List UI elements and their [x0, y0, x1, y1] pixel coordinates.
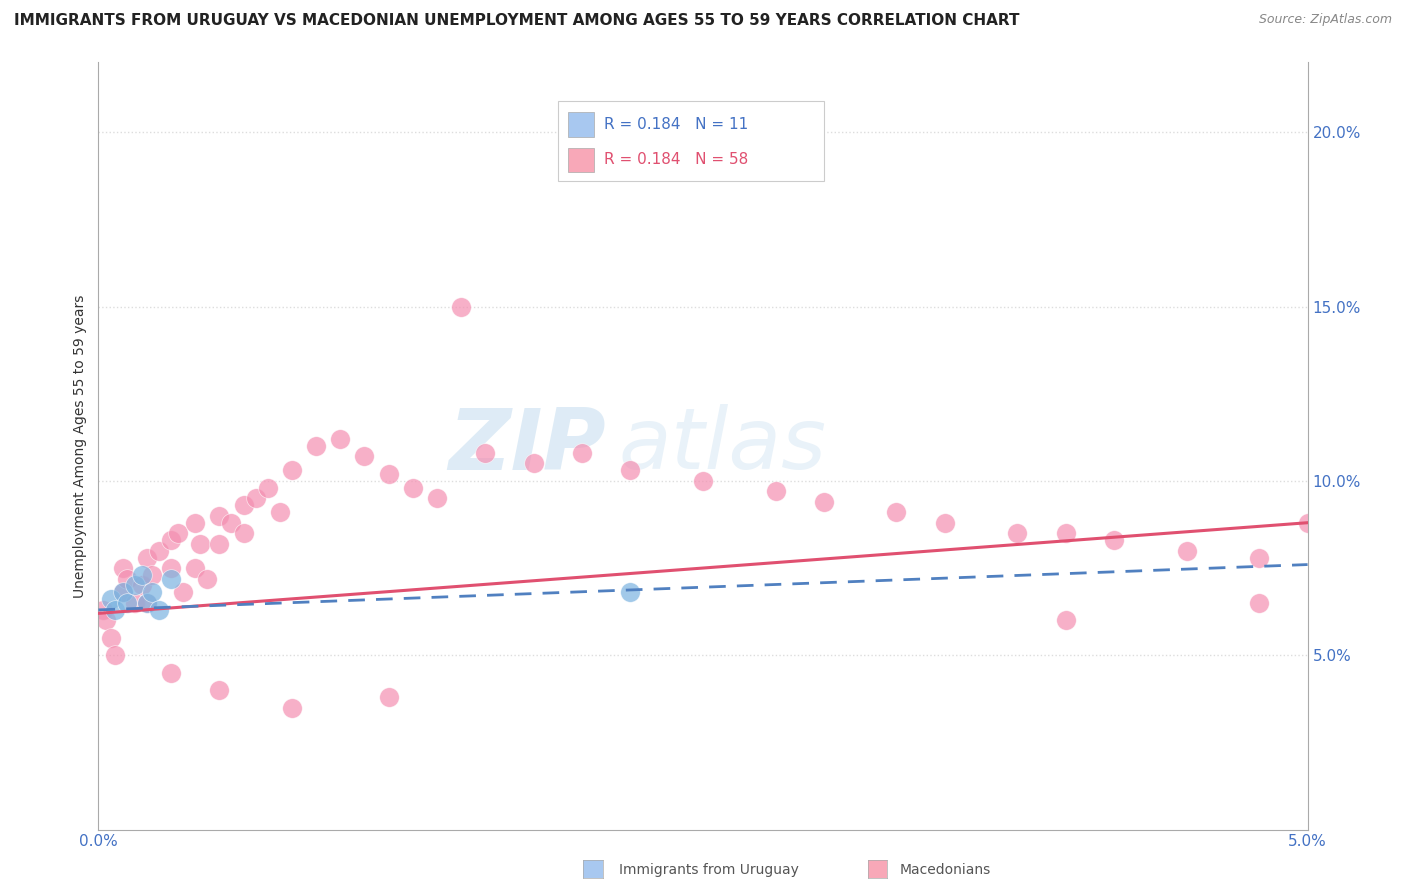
Point: [765, 484, 787, 499]
Point: [1296, 516, 1319, 530]
Point: [619, 463, 641, 477]
Point: [148, 603, 170, 617]
Point: [245, 491, 267, 506]
Point: [100, 592, 122, 607]
Point: [426, 491, 449, 506]
Point: [329, 432, 352, 446]
Point: [131, 578, 153, 592]
Point: [117, 596, 139, 610]
Point: [135, 550, 157, 565]
Text: Macedonians: Macedonians: [900, 863, 991, 877]
Point: [124, 596, 146, 610]
Point: [208, 508, 231, 523]
Point: [813, 495, 835, 509]
Text: IMMIGRANTS FROM URUGUAY VS MACEDONIAN UNEMPLOYMENT AMONG AGES 55 TO 59 YEARS COR: IMMIGRANTS FROM URUGUAY VS MACEDONIAN UN…: [14, 13, 1019, 29]
FancyBboxPatch shape: [558, 101, 824, 181]
Point: [1054, 526, 1077, 541]
Point: [208, 536, 231, 550]
Point: [104, 648, 127, 663]
Point: [571, 446, 593, 460]
Point: [104, 603, 127, 617]
Text: ZIP: ZIP: [449, 404, 606, 488]
Text: atlas: atlas: [619, 404, 827, 488]
Point: [111, 585, 134, 599]
Point: [474, 446, 496, 460]
Point: [402, 481, 425, 495]
Point: [131, 568, 153, 582]
Point: [305, 439, 328, 453]
Point: [692, 474, 714, 488]
Point: [934, 516, 956, 530]
Y-axis label: Unemployment Among Ages 55 to 59 years: Unemployment Among Ages 55 to 59 years: [73, 294, 87, 598]
Point: [523, 457, 546, 471]
Point: [281, 700, 304, 714]
Point: [1054, 613, 1077, 627]
Point: [111, 561, 134, 575]
Point: [619, 585, 641, 599]
Point: [184, 516, 207, 530]
Point: [221, 516, 243, 530]
Bar: [568, 112, 595, 136]
Text: Immigrants from Uruguay: Immigrants from Uruguay: [619, 863, 799, 877]
Text: R = 0.184   N = 58: R = 0.184 N = 58: [603, 153, 748, 168]
Point: [135, 596, 157, 610]
Point: [111, 585, 134, 599]
Point: [208, 683, 231, 698]
Point: [172, 585, 194, 599]
Point: [184, 561, 207, 575]
Point: [124, 578, 146, 592]
Point: [94, 613, 117, 627]
Point: [100, 631, 122, 645]
Point: [160, 665, 183, 680]
Point: [195, 572, 218, 586]
Point: [377, 690, 399, 704]
Point: [148, 543, 170, 558]
Point: [1249, 550, 1271, 565]
Point: [269, 505, 291, 519]
Point: [1175, 543, 1198, 558]
Point: [1102, 533, 1125, 548]
Point: [1249, 596, 1271, 610]
Point: [1007, 526, 1029, 541]
Point: [188, 536, 211, 550]
Point: [232, 526, 254, 541]
Point: [256, 481, 278, 495]
Point: [377, 467, 399, 481]
Text: R = 0.184   N = 11: R = 0.184 N = 11: [603, 117, 748, 132]
Point: [281, 463, 304, 477]
Point: [117, 572, 139, 586]
Point: [160, 561, 183, 575]
Point: [160, 572, 183, 586]
Point: [232, 498, 254, 512]
Point: [353, 450, 375, 464]
Text: Source: ZipAtlas.com: Source: ZipAtlas.com: [1258, 13, 1392, 27]
Point: [135, 596, 157, 610]
Point: [160, 533, 183, 548]
Bar: [568, 147, 595, 172]
Point: [141, 568, 163, 582]
Point: [91, 603, 114, 617]
Point: [450, 300, 472, 314]
Point: [141, 585, 163, 599]
Point: [167, 526, 190, 541]
Point: [886, 505, 908, 519]
